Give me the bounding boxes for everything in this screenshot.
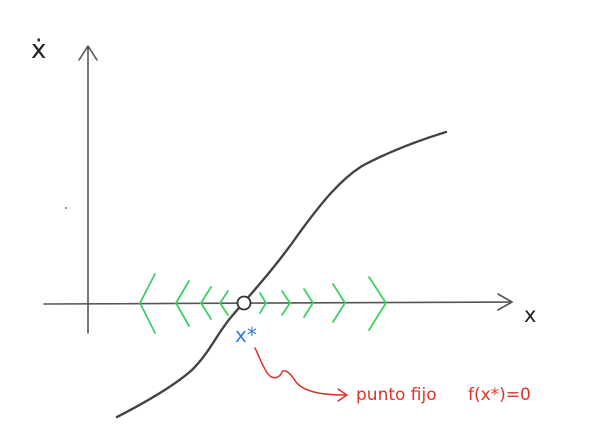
flow-arrows-right — [259, 276, 387, 331]
flow-arrow — [368, 276, 387, 331]
x-axis-label: x — [524, 303, 536, 327]
fixed-point-label: x* — [235, 323, 257, 347]
annotation-pointer — [254, 347, 347, 396]
flow-arrow — [303, 288, 314, 318]
y-axis-label: ẋ — [31, 35, 46, 65]
stray-dot — [65, 207, 67, 209]
annotation-name: punto fijo — [356, 385, 437, 405]
flow-arrow — [139, 273, 156, 334]
flow-arrow — [281, 290, 291, 316]
flow-arrow — [259, 292, 267, 314]
x-axis — [43, 301, 513, 305]
flow-arrow — [200, 286, 212, 320]
annotation-pointer-arrowhead — [337, 388, 348, 402]
fixed-point-marker — [236, 295, 252, 311]
flow-arrow — [175, 280, 190, 327]
x-axis-arrowhead — [497, 293, 513, 311]
flow-arrow — [332, 283, 346, 323]
annotation-equation: f(x*)=0 — [468, 385, 531, 405]
flow-arrow — [219, 290, 229, 316]
function-curve — [115, 130, 448, 419]
y-axis-arrowhead — [78, 45, 98, 61]
flow-arrows-left — [139, 273, 229, 334]
